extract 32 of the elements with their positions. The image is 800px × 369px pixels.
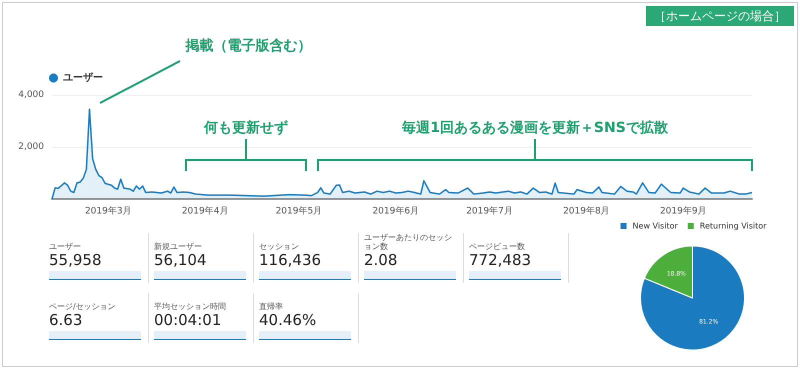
legend-label: Returning Visitor bbox=[700, 222, 768, 230]
annotation: 毎週1回あるある漫画を更新＋SNSで拡散 bbox=[402, 119, 668, 137]
category-label: 直帰率 bbox=[259, 301, 284, 311]
text: 56,104 bbox=[154, 251, 206, 269]
text: 6.63 bbox=[49, 311, 82, 329]
text: 00:04:01 bbox=[154, 311, 222, 329]
x-tick-label: 2019年8月 bbox=[563, 206, 610, 216]
x-tick-label: 2019年5月 bbox=[276, 206, 322, 216]
text: 55,958 bbox=[49, 251, 102, 269]
text: 116,436 bbox=[259, 251, 322, 269]
y-tick-label: 2,000 bbox=[18, 142, 44, 152]
legend-label: ユーザー bbox=[63, 72, 103, 84]
text: 40.46% bbox=[259, 311, 316, 329]
category-label: 新規ユーザー bbox=[154, 241, 203, 251]
text: 772,483 bbox=[469, 251, 532, 269]
category-label: セッション bbox=[259, 241, 300, 251]
category-label: ページ/セッション bbox=[49, 301, 117, 311]
category-label: 平均セッション時間 bbox=[154, 301, 227, 311]
x-tick-label: 2019年6月 bbox=[372, 206, 420, 216]
category-label: ページビュー数 bbox=[469, 241, 526, 251]
legend-label: New Visitor bbox=[632, 222, 678, 230]
y-tick-label: 4,000 bbox=[18, 90, 44, 100]
text: 掲載（電子版含む） bbox=[186, 37, 312, 56]
category-label: ユーザーあたりのセッション数 bbox=[364, 233, 453, 251]
category-label: ユーザー bbox=[49, 241, 82, 251]
x-tick-label: 2019年3月 bbox=[84, 206, 132, 216]
text: 2.08 bbox=[364, 251, 398, 269]
annotation: 何も更新せず bbox=[204, 119, 288, 137]
x-tick-label: 2019年7月 bbox=[466, 206, 513, 216]
chart-title: ［ホームページの場合］ bbox=[654, 9, 786, 23]
x-tick-label: 2019年4月 bbox=[182, 206, 228, 216]
x-tick-label: 2019年9月 bbox=[660, 206, 707, 216]
